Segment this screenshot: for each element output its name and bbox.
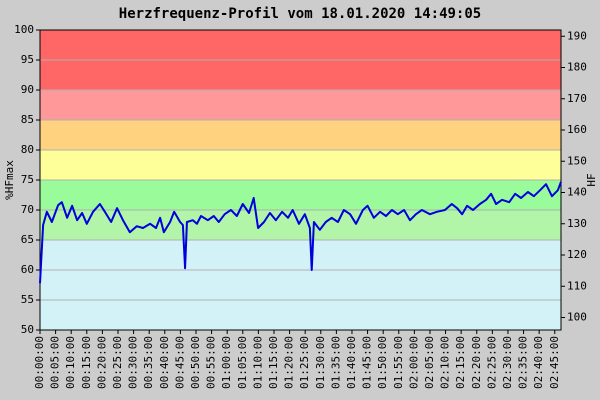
x-tick-label: 00:00:00 <box>33 336 46 389</box>
x-tick-label: 00:10:00 <box>64 336 77 389</box>
y-tick-label: 100 <box>14 23 34 36</box>
y2-tick-label: 160 <box>567 123 587 136</box>
x-tick-label: 02:15:00 <box>454 336 467 389</box>
x-tick-label: 01:10:00 <box>251 336 264 389</box>
x-tick-label: 02:20:00 <box>470 336 483 389</box>
y2-tick-label: 100 <box>567 311 587 324</box>
zone-band <box>40 120 561 150</box>
y-tick-label: 95 <box>21 53 34 66</box>
zone-band <box>40 240 561 330</box>
y-tick-label: 85 <box>21 113 34 126</box>
zone-band <box>40 180 561 210</box>
hr-line <box>39 181 562 284</box>
x-tick-label: 02:00:00 <box>407 336 420 389</box>
x-tick-label: 01:35:00 <box>329 336 342 389</box>
y2-tick-label: 150 <box>567 154 587 167</box>
zone-band <box>40 210 561 240</box>
x-tick-label: 00:25:00 <box>111 336 124 389</box>
y-tick-label: 65 <box>21 233 34 246</box>
plot-frame <box>39 29 562 331</box>
zone-band <box>40 150 561 180</box>
y-tick-label: 70 <box>21 203 34 216</box>
y-tick-label: 80 <box>21 143 34 156</box>
x-tick-label: 00:05:00 <box>49 336 62 389</box>
y-tick-label: 55 <box>21 293 34 306</box>
x-tick-label: 01:30:00 <box>314 336 327 389</box>
y-tick-label: 60 <box>21 263 34 276</box>
x-tick-label: 02:45:00 <box>548 336 561 389</box>
x-tick-label: 02:35:00 <box>517 336 530 389</box>
x-tick-label: 00:20:00 <box>95 336 108 389</box>
x-tick-label: 01:00:00 <box>220 336 233 389</box>
x-tick-label: 02:30:00 <box>501 336 514 389</box>
x-tick-label: 00:40:00 <box>158 336 171 389</box>
chart-title: Herzfrequenz-Profil vom 18.01.2020 14:49… <box>119 6 481 22</box>
y-tick-label: 90 <box>21 83 34 96</box>
y2-tick-label: 120 <box>567 248 587 261</box>
x-tick-label: 00:30:00 <box>127 336 140 389</box>
x-tick-label: 01:05:00 <box>236 336 249 389</box>
x-tick-label: 01:45:00 <box>361 336 374 389</box>
x-tick-label: 01:40:00 <box>345 336 358 389</box>
x-tick-label: 00:35:00 <box>142 336 155 389</box>
x-tick-label: 01:15:00 <box>267 336 280 389</box>
y-tick-label: 50 <box>21 323 34 336</box>
x-tick-label: 00:15:00 <box>80 336 93 389</box>
x-tick-label: 00:45:00 <box>173 336 186 389</box>
y2-tick-label: 170 <box>567 92 587 105</box>
x-tick-label: 00:55:00 <box>205 336 218 389</box>
y2-tick-label: 110 <box>567 279 587 292</box>
y2-tick-label: 130 <box>567 217 587 230</box>
zone-band <box>40 90 561 120</box>
y-tick-label: 75 <box>21 173 34 186</box>
y2-tick-label: 190 <box>567 29 587 42</box>
y2-tick-label: 140 <box>567 186 587 199</box>
x-tick-label: 02:05:00 <box>423 336 436 389</box>
x-tick-label: 01:55:00 <box>392 336 405 389</box>
x-tick-label: 02:10:00 <box>439 336 452 389</box>
y2-axis-label: HF <box>585 173 598 186</box>
x-tick-label: 02:25:00 <box>485 336 498 389</box>
y2-tick-label: 180 <box>567 61 587 74</box>
x-tick-label: 01:50:00 <box>376 336 389 389</box>
x-tick-label: 01:25:00 <box>298 336 311 389</box>
x-tick-label: 01:20:00 <box>283 336 296 389</box>
x-tick-label: 00:50:00 <box>189 336 202 389</box>
x-tick-label: 02:40:00 <box>532 336 545 389</box>
y-axis-label: %HFmax <box>3 160 16 200</box>
